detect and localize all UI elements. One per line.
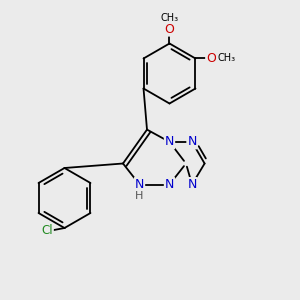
Text: N: N [187,135,197,148]
Text: H: H [135,191,144,201]
Text: N: N [165,135,174,148]
Text: O: O [165,22,174,36]
Text: O: O [206,52,216,65]
Text: N: N [187,178,197,191]
Text: Cl: Cl [41,224,53,238]
Text: N: N [135,178,144,191]
Text: CH₃: CH₃ [160,13,178,23]
Text: CH₃: CH₃ [217,53,235,64]
Text: N: N [165,178,174,191]
